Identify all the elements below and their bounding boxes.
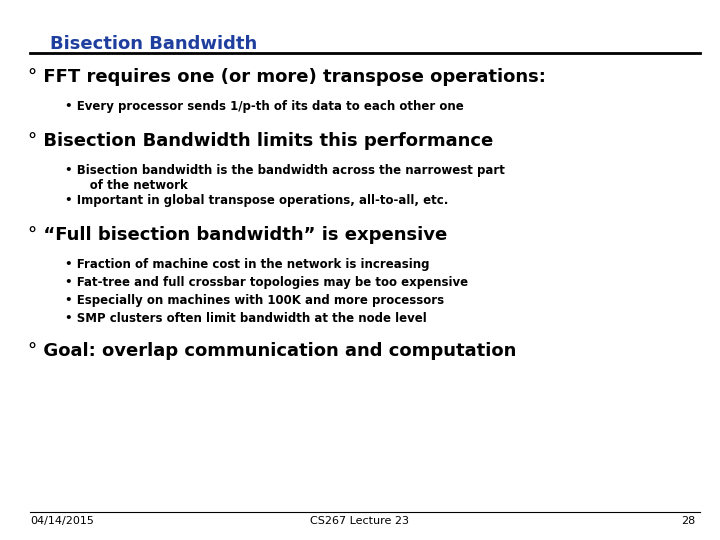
Text: 28: 28 xyxy=(680,516,695,526)
Text: • Especially on machines with 100K and more processors: • Especially on machines with 100K and m… xyxy=(65,294,444,307)
Text: • Every processor sends 1/p-th of its data to each other one: • Every processor sends 1/p-th of its da… xyxy=(65,100,464,113)
Text: • Fraction of machine cost in the network is increasing: • Fraction of machine cost in the networ… xyxy=(65,258,430,271)
Text: • Important in global transpose operations, all-to-all, etc.: • Important in global transpose operatio… xyxy=(65,194,449,207)
Text: • Bisection bandwidth is the bandwidth across the narrowest part
      of the ne: • Bisection bandwidth is the bandwidth a… xyxy=(65,164,505,192)
Text: ° FFT requires one (or more) transpose operations:: ° FFT requires one (or more) transpose o… xyxy=(28,68,546,86)
Text: ° “Full bisection bandwidth” is expensive: ° “Full bisection bandwidth” is expensiv… xyxy=(28,226,447,244)
Text: ° Bisection Bandwidth limits this performance: ° Bisection Bandwidth limits this perfor… xyxy=(28,132,493,150)
Text: • Fat-tree and full crossbar topologies may be too expensive: • Fat-tree and full crossbar topologies … xyxy=(65,276,468,289)
Text: CS267 Lecture 23: CS267 Lecture 23 xyxy=(310,516,410,526)
Text: ° Goal: overlap communication and computation: ° Goal: overlap communication and comput… xyxy=(28,342,516,360)
Text: • SMP clusters often limit bandwidth at the node level: • SMP clusters often limit bandwidth at … xyxy=(65,312,427,325)
Text: Bisection Bandwidth: Bisection Bandwidth xyxy=(50,35,257,53)
Text: 04/14/2015: 04/14/2015 xyxy=(30,516,94,526)
